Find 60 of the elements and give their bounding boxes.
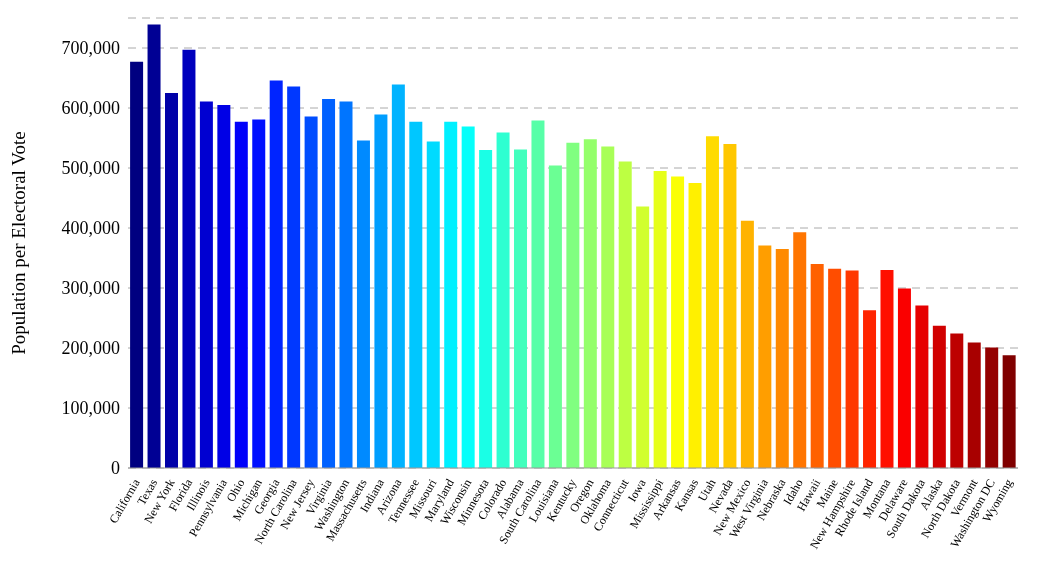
bar — [583, 139, 597, 468]
bar — [182, 49, 196, 468]
bar — [932, 325, 946, 468]
bar — [775, 249, 789, 468]
bar — [723, 144, 737, 468]
bar — [880, 270, 894, 468]
y-tick-label: 500,000 — [61, 158, 120, 179]
bar — [147, 24, 161, 468]
bar — [828, 268, 842, 468]
y-tick-label: 600,000 — [61, 98, 120, 119]
bar — [391, 84, 405, 468]
bar — [601, 146, 615, 468]
bar — [374, 114, 388, 468]
y-tick-label: 300,000 — [61, 278, 120, 299]
bar — [409, 121, 423, 468]
bar — [566, 142, 580, 468]
bar — [793, 232, 807, 468]
bar — [217, 105, 231, 468]
y-tick-label: 400,000 — [61, 218, 120, 239]
bar — [426, 141, 440, 468]
bar — [199, 101, 213, 468]
bar — [897, 288, 911, 468]
y-tick-label: 100,000 — [61, 398, 120, 419]
bar — [444, 121, 458, 468]
bar — [356, 140, 370, 468]
bar — [461, 126, 475, 468]
y-tick-label: 0 — [111, 458, 120, 479]
bar — [618, 161, 632, 468]
bar — [304, 116, 318, 468]
bar — [705, 136, 719, 468]
bar — [514, 149, 528, 468]
bar — [950, 333, 964, 468]
bar — [810, 264, 824, 468]
bar — [671, 176, 685, 468]
bar — [863, 310, 877, 468]
bar — [531, 120, 545, 468]
bar — [915, 305, 929, 468]
bar — [339, 101, 353, 468]
y-tick-label: 700,000 — [61, 38, 120, 59]
bar — [967, 342, 981, 468]
bar — [496, 132, 510, 468]
bar — [758, 245, 772, 468]
bar — [479, 150, 493, 468]
bar — [985, 347, 999, 468]
bar — [653, 171, 667, 468]
bar — [269, 80, 283, 468]
bar — [548, 165, 562, 468]
bar — [1002, 355, 1016, 468]
bar — [845, 270, 859, 468]
bar — [688, 183, 702, 468]
y-tick-label: 200,000 — [61, 338, 120, 359]
bar — [740, 220, 754, 468]
bar — [252, 119, 266, 468]
bar — [234, 121, 248, 468]
bar — [287, 86, 301, 468]
bar — [165, 93, 178, 468]
bar — [322, 99, 336, 468]
bar — [636, 206, 650, 468]
bar — [130, 61, 144, 468]
y-axis-title: Population per Electoral Vote — [7, 131, 29, 355]
